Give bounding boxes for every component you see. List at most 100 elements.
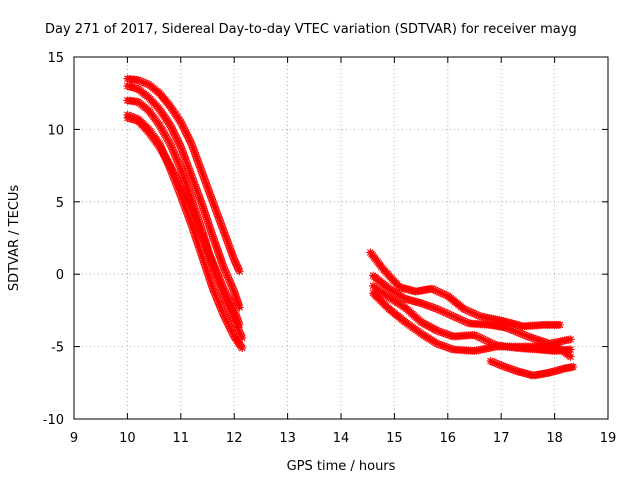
data-point [459, 317, 468, 326]
data-point [206, 253, 215, 262]
data-point [566, 345, 575, 354]
data-point [187, 171, 196, 180]
data-point [220, 286, 229, 295]
data-point [169, 148, 178, 157]
data-point [214, 248, 223, 257]
data-point [184, 162, 193, 171]
data-point [170, 150, 179, 159]
data-point [434, 287, 443, 296]
data-point [184, 164, 193, 173]
data-point [229, 253, 238, 262]
data-point [490, 358, 499, 367]
data-point [227, 301, 236, 310]
data-point [197, 167, 206, 176]
data-point [188, 222, 197, 231]
data-point [214, 212, 223, 221]
data-point [176, 164, 185, 173]
data-point [500, 362, 509, 371]
data-point [208, 284, 217, 293]
data-point [194, 159, 203, 168]
data-point [206, 277, 215, 286]
data-point [204, 271, 213, 280]
data-point [195, 243, 204, 252]
data-point [193, 222, 202, 231]
data-point [461, 305, 470, 314]
data-point [180, 201, 189, 210]
data-point [182, 157, 191, 166]
data-point [443, 343, 452, 352]
axis-ticks: 9 10 11 12 13 14 15 16 17 18 19 -10 -5 0 5 10 15 [43, 51, 617, 446]
data-point [440, 290, 449, 299]
data-point [443, 330, 452, 339]
data-point [189, 211, 198, 220]
data-point [231, 292, 240, 301]
data-point [452, 313, 461, 322]
data-point [200, 258, 209, 267]
data-point [208, 232, 217, 241]
data-point [199, 256, 208, 265]
data-point [196, 223, 205, 232]
data-point [182, 208, 191, 217]
data-point [459, 304, 468, 313]
data-point [210, 262, 219, 271]
data-point [225, 296, 234, 305]
series-arc-2a [366, 248, 564, 331]
data-point [230, 257, 239, 266]
data-point [186, 204, 195, 213]
data-point [228, 284, 237, 293]
data-point [214, 272, 223, 281]
data-point [504, 324, 513, 333]
data-point [212, 267, 221, 276]
data-point [465, 307, 474, 316]
data-point [181, 178, 190, 187]
data-point [178, 169, 187, 178]
data-point [227, 282, 236, 291]
data-point [235, 326, 244, 335]
data-point [180, 151, 189, 160]
series-arc-1a [123, 74, 244, 276]
data-point [215, 215, 224, 224]
data-point [197, 230, 206, 239]
data-point [184, 211, 193, 220]
data-point [515, 328, 523, 337]
data-point [481, 336, 490, 345]
data-point [234, 263, 243, 272]
data-point [229, 330, 238, 339]
data-point [520, 331, 529, 340]
data-point [215, 302, 224, 311]
data-point [141, 79, 150, 88]
data-point [188, 209, 197, 218]
data-point [198, 254, 207, 263]
data-point [195, 245, 204, 254]
data-point [235, 267, 244, 276]
data-point [135, 76, 144, 85]
data-point [192, 184, 201, 193]
data-point [470, 331, 479, 340]
data-point [507, 365, 516, 374]
data-point [134, 76, 143, 85]
data-point [234, 265, 243, 274]
data-point [192, 154, 201, 163]
data-point [196, 227, 205, 236]
data-point [198, 252, 207, 261]
data-point [226, 298, 235, 307]
data-point [191, 215, 200, 224]
data-point [180, 126, 189, 135]
data-point [180, 192, 189, 201]
data-point [225, 277, 234, 286]
data-point [217, 221, 226, 230]
data-point [215, 252, 224, 261]
data-point [171, 173, 180, 182]
data-point [224, 239, 233, 248]
data-point [218, 309, 227, 318]
data-point [171, 177, 180, 186]
data-point [426, 302, 434, 311]
data-point [189, 228, 198, 237]
data-point [495, 360, 504, 369]
data-point [454, 314, 463, 323]
data-point [174, 137, 183, 146]
data-point [221, 268, 230, 277]
data-point [192, 186, 201, 195]
data-point [427, 284, 436, 293]
series-arc-2e [486, 357, 578, 380]
